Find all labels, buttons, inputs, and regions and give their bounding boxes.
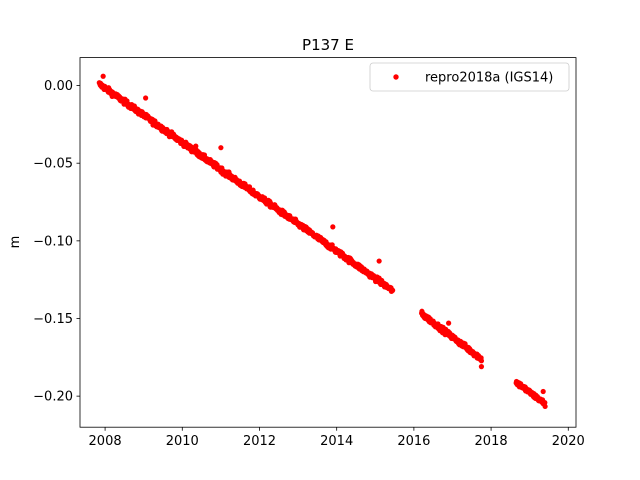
data-point xyxy=(218,145,224,151)
x-tick-label: 2016 xyxy=(397,434,430,449)
x-tick-label: 2008 xyxy=(89,434,122,449)
y-tick-label: 0.00 xyxy=(44,79,73,94)
data-point xyxy=(390,287,396,293)
data-point xyxy=(376,258,382,264)
data-point xyxy=(540,388,546,395)
x-tick-label: 2014 xyxy=(320,434,353,449)
y-tick-label: −0.20 xyxy=(33,390,73,405)
x-tick-label: 2010 xyxy=(166,434,199,449)
x-axis: 2008 2010 2012 2014 2016 2018 2020 xyxy=(89,427,585,449)
y-tick-label: −0.05 xyxy=(33,157,73,172)
data-point xyxy=(542,399,548,406)
data-point xyxy=(214,162,220,168)
data-point xyxy=(446,320,452,326)
x-tick-label: 2012 xyxy=(243,434,276,449)
legend-marker xyxy=(393,74,399,80)
data-point xyxy=(193,143,199,149)
plot-frame xyxy=(79,57,577,428)
data-point xyxy=(272,202,278,208)
y-axis: 0.00 −0.05 −0.10 −0.15 −0.20 xyxy=(33,79,80,405)
legend: repro2018a (IGS14) xyxy=(369,62,570,92)
legend-frame xyxy=(369,62,570,92)
data-point xyxy=(143,95,149,101)
data-point xyxy=(478,364,485,370)
points-layer xyxy=(96,73,548,410)
data-point xyxy=(478,358,485,364)
chart-title: P137 E xyxy=(302,36,354,54)
x-tick-label: 2018 xyxy=(475,434,508,449)
data-point xyxy=(542,403,548,410)
data-point xyxy=(100,73,106,79)
data-point xyxy=(330,224,336,230)
legend-label: repro2018a (IGS14) xyxy=(425,71,553,86)
y-tick-label: −0.10 xyxy=(33,234,73,249)
x-tick-label: 2020 xyxy=(552,434,585,449)
y-tick-label: −0.15 xyxy=(33,312,73,327)
y-axis-label: m xyxy=(8,236,23,249)
